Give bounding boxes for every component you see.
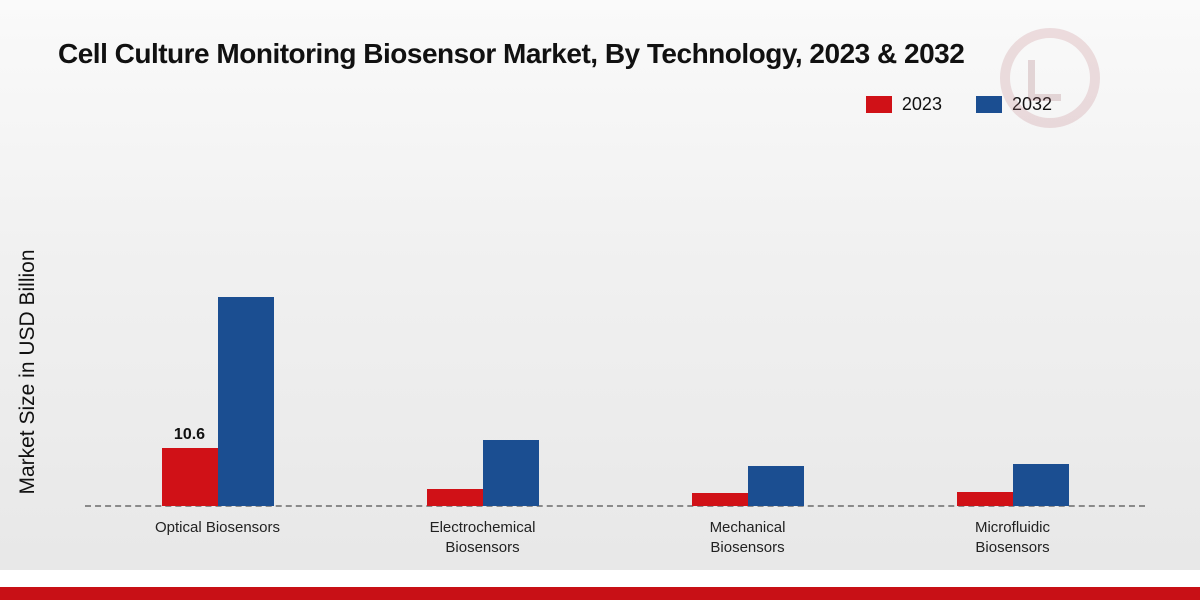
bar-group-microfluidic-biosensors: Microfluidic Biosensors <box>956 464 1069 556</box>
bar-2032-electrochemical-biosensors <box>482 440 539 506</box>
chart-title: Cell Culture Monitoring Biosensor Market… <box>58 38 965 69</box>
bar-2023-optical-biosensors: 10.6 <box>161 426 218 506</box>
x-tick-label-mechanical-biosensors: Mechanical Biosensors <box>709 519 786 556</box>
legend-item-2023: 2023 <box>865 94 942 115</box>
bar-group-optical-biosensors: 10.6 Optical Biosensors <box>155 297 280 536</box>
bar-2032-mechanical-biosensors <box>747 466 804 506</box>
legend-swatch-2032 <box>975 96 1002 113</box>
bar-2032-microfluidic-biosensors <box>1012 464 1069 506</box>
bar-2032-optical-biosensors <box>217 297 274 506</box>
legend-swatch-2023 <box>865 96 892 113</box>
bar-2023-microfluidic-biosensors <box>956 492 1013 506</box>
x-axis-baseline <box>85 505 1145 507</box>
bar-2023-mechanical-biosensors <box>691 493 748 506</box>
y-axis-label: Market Size in USD Billion <box>16 249 39 495</box>
bar-value-label-2023-optical-biosensors: 10.6 <box>173 426 206 443</box>
plot-area: 10.6 Optical Biosensors Electrochemical Bi… <box>85 246 1145 556</box>
footer-red-bar <box>0 587 1200 600</box>
bar-group-electrochemical-biosensors: Electrochemical Biosensors <box>426 440 539 556</box>
legend-label-2023: 2023 <box>901 94 942 114</box>
bar-2023-electrochemical-biosensors <box>426 489 483 506</box>
x-tick-label-electrochemical-biosensors: Electrochemical Biosensors <box>429 519 536 556</box>
watermark-logo-icon <box>1000 28 1100 128</box>
x-tick-label-optical-biosensors: Optical Biosensors <box>154 519 281 536</box>
x-tick-label-microfluidic-biosensors: Microfluidic Biosensors <box>974 519 1050 556</box>
footer-white-strip <box>0 570 1200 587</box>
bar-group-mechanical-biosensors: Mechanical Biosensors <box>691 466 804 556</box>
